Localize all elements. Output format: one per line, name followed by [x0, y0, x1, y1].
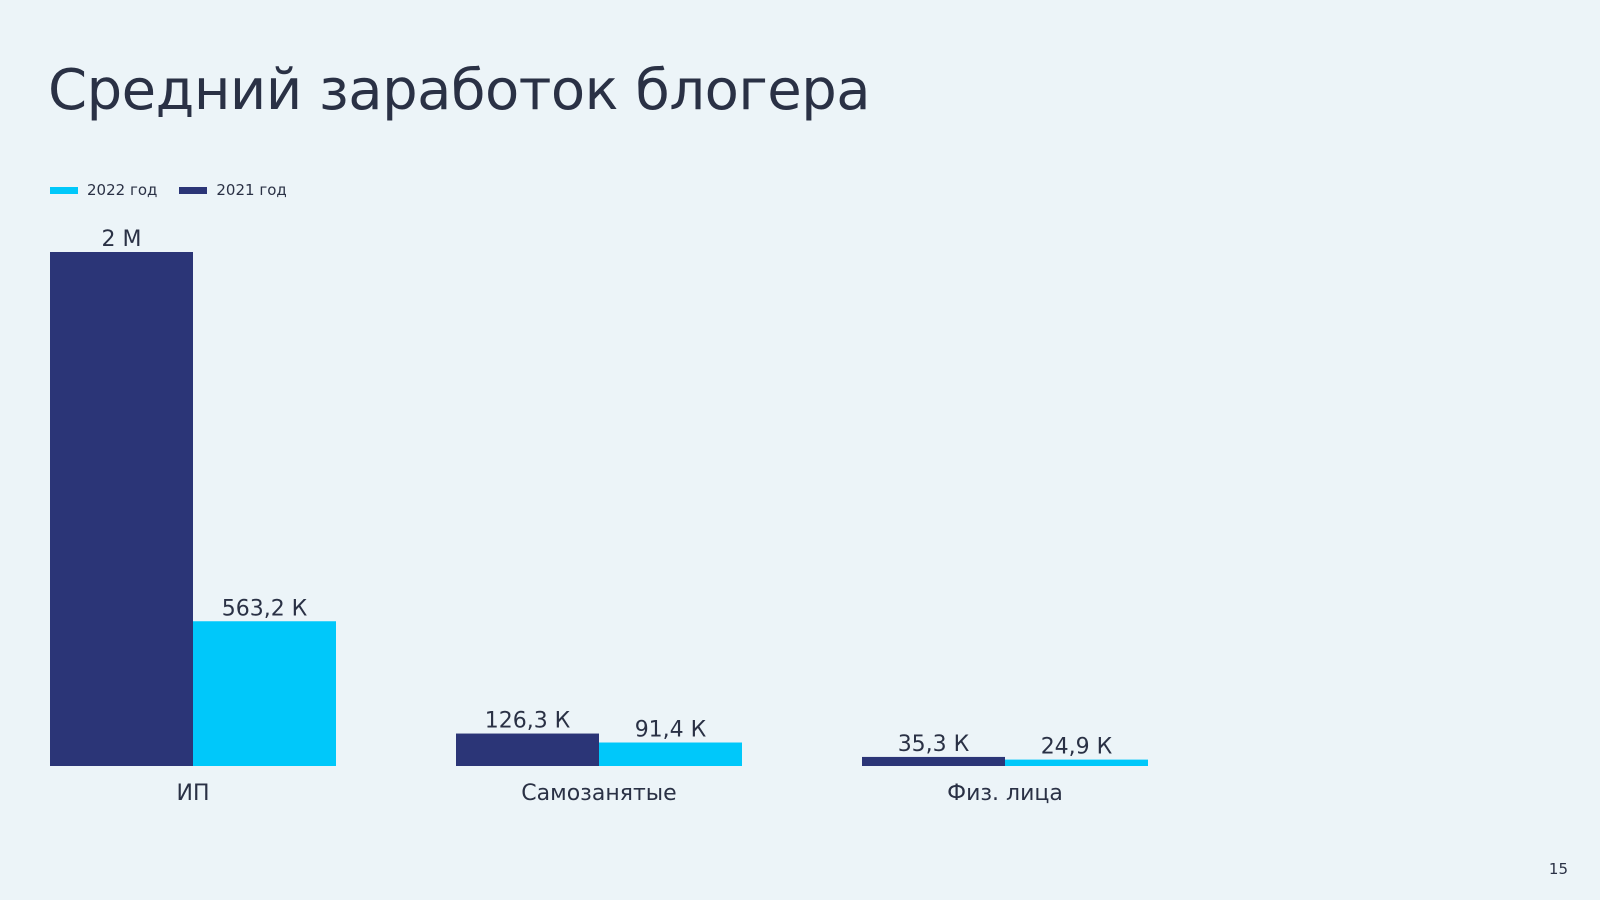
data-label-2022-год-1: 91,4 К	[635, 718, 707, 743]
legend-label-2021: 2021 год	[216, 181, 287, 199]
legend-item-2022: 2022 год	[50, 181, 157, 199]
bar-2021-год-2	[862, 756, 1005, 766]
legend-item-2021: 2021 год	[179, 181, 287, 199]
category-label-1: Самозанятые	[521, 781, 676, 806]
legend-swatch-2021	[179, 186, 208, 194]
bar-2022-год-1	[599, 742, 742, 766]
category-label-2: Физ. лица	[947, 781, 1063, 806]
legend-label-2022: 2022 год	[87, 181, 158, 199]
data-label-2022-год-2: 24,9 К	[1041, 735, 1113, 760]
bar-2021-год-1	[456, 733, 599, 766]
page-number: 15	[1548, 860, 1568, 878]
bar-2022-год-2	[1005, 759, 1148, 766]
category-label-0: ИП	[177, 781, 210, 806]
data-label-2021-год-1: 126,3 К	[485, 709, 571, 734]
page-title: Средний заработок блогера	[48, 58, 871, 123]
bar-2022-год-0	[193, 621, 336, 766]
data-label-2022-год-0: 563,2 К	[222, 596, 308, 621]
chart-legend: 2022 год 2021 год	[50, 181, 309, 199]
data-label-2021-год-2: 35,3 К	[898, 732, 970, 757]
data-label-2021-год-0: 2 М	[102, 227, 142, 252]
legend-swatch-2022	[50, 186, 78, 194]
bar-2021-год-0	[50, 252, 193, 766]
